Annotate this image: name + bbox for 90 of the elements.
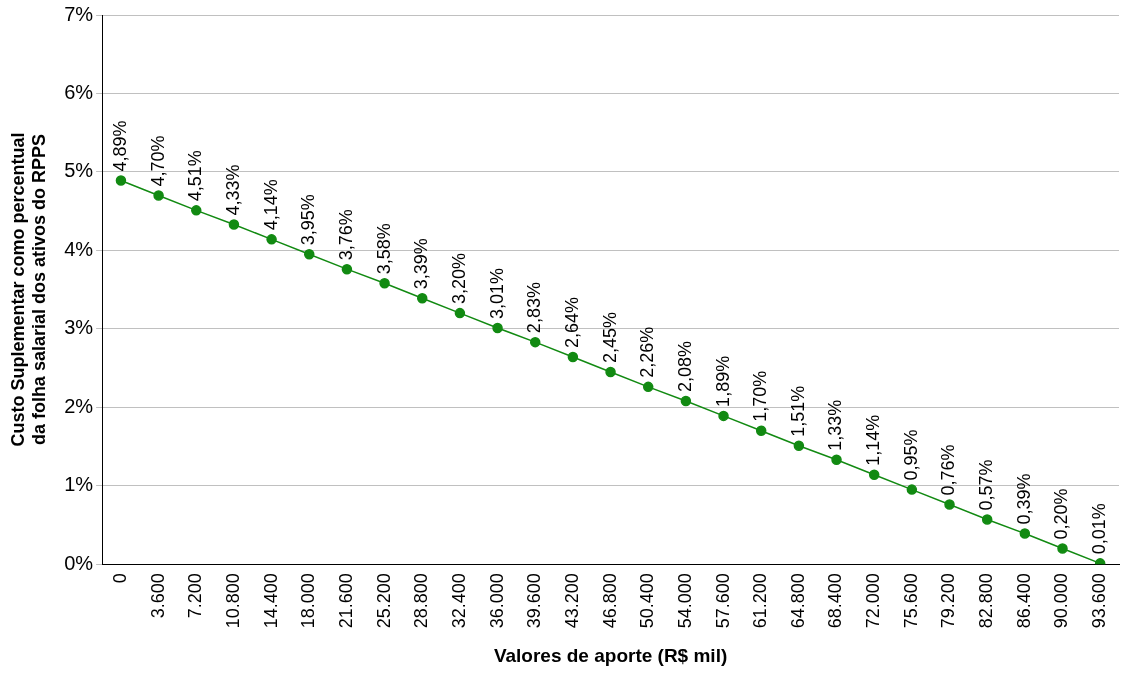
x-tick-label: 79.200 [938, 573, 959, 629]
point [642, 381, 654, 393]
x-tick-label: 61.200 [750, 573, 771, 629]
x-tick-label: 39.600 [524, 573, 545, 629]
point [944, 499, 955, 510]
point [1057, 543, 1068, 554]
data-label: 1,33% [825, 399, 846, 451]
data-label: 4,14% [260, 179, 281, 231]
x-tick-label: 0 [109, 573, 130, 584]
data-label: 0,01% [1089, 503, 1110, 555]
data-label: 1,51% [787, 385, 808, 437]
point [831, 454, 842, 466]
data-label: 1,14% [863, 414, 884, 466]
data-label: 0,95% [900, 429, 921, 481]
y-tick-label: 5% [64, 159, 94, 182]
data-label: 0,39% [1013, 473, 1034, 525]
data-label: 2,83% [524, 282, 545, 334]
point [266, 234, 277, 245]
point [605, 366, 616, 378]
point [906, 484, 918, 495]
point [529, 336, 541, 348]
x-tick-label: 68.400 [825, 573, 846, 629]
data-label: 1,89% [712, 355, 733, 407]
point [793, 440, 805, 451]
point [379, 278, 390, 289]
data-label: 4,33% [222, 164, 243, 216]
x-tick-label: 64.800 [787, 573, 808, 629]
x-tick-label: 46.800 [599, 573, 620, 629]
data-label: 4,89% [109, 120, 130, 172]
y-tick-label: 2% [64, 394, 94, 417]
point [567, 351, 579, 363]
x-tick-label: 32.400 [448, 573, 469, 629]
point [755, 425, 767, 437]
data-label: 2,45% [599, 311, 620, 363]
x-tick-label: 72.000 [863, 573, 884, 629]
x-tick-label: 82.800 [976, 573, 997, 629]
x-tick-label: 57.600 [712, 573, 733, 629]
point [153, 190, 164, 201]
data-label: 0,57% [976, 459, 997, 511]
y-tick-label: 0% [64, 551, 94, 574]
y-axis-title: Custo Suplementar como percentual da folha salarial dos ativos do RPPS [7, 132, 50, 447]
data-label: 4,51% [185, 150, 206, 202]
point [341, 263, 353, 275]
point [454, 307, 466, 319]
data-label: 3,01% [486, 267, 507, 320]
point [228, 219, 240, 230]
x-tick-label: 18.000 [298, 573, 319, 629]
data-label: 3,58% [373, 223, 394, 275]
y-tick-label: 4% [64, 237, 94, 260]
x-tick-label: 21.600 [335, 573, 356, 629]
y-tick-label: 7% [64, 2, 94, 25]
data-label: 0,76% [938, 444, 959, 496]
x-tick-label: 75.600 [900, 573, 921, 629]
point [492, 322, 503, 334]
data-label: 3,76% [335, 209, 356, 261]
data-label: 4,70% [147, 135, 168, 187]
data-label: 0,20% [1051, 488, 1072, 540]
data-label: 2,64% [561, 296, 582, 349]
data-label: 2,26% [637, 326, 658, 378]
x-tick-label: 28.800 [411, 573, 432, 629]
x-tick-label: 25.200 [373, 573, 394, 629]
x-tick-label: 43.200 [561, 573, 582, 629]
data-label: 3,20% [448, 253, 469, 305]
x-tick-label: 14.400 [260, 573, 281, 629]
y-tick-label: 6% [64, 80, 94, 103]
x-tick-label: 50.400 [637, 573, 658, 629]
x-tick-label: 93.600 [1089, 573, 1110, 629]
x-tick-label: 90.000 [1051, 573, 1072, 629]
x-axis-title: Valores de aporte (R$ mil) [493, 644, 728, 666]
point [981, 514, 993, 525]
point [1019, 528, 1031, 539]
point [868, 469, 880, 480]
x-tick-label: 3.600 [147, 573, 168, 619]
point [115, 175, 127, 186]
data-label: 2,08% [674, 340, 695, 392]
data-label: 1,70% [750, 370, 771, 422]
x-tick-label: 54.000 [674, 573, 695, 629]
y-tick-label: 3% [64, 316, 94, 339]
point [191, 205, 202, 216]
x-tick-label: 7.200 [185, 573, 206, 619]
x-tick-label: 10.800 [222, 573, 243, 629]
y-tick-label: 1% [64, 473, 94, 496]
x-tick-label: 36.000 [486, 573, 507, 629]
x-tick-label: 86.400 [1013, 573, 1034, 629]
point [304, 249, 315, 260]
point [718, 410, 729, 422]
data-label: 3,39% [411, 238, 432, 290]
point [416, 292, 428, 304]
point [680, 395, 692, 407]
data-label: 3,95% [298, 194, 319, 246]
